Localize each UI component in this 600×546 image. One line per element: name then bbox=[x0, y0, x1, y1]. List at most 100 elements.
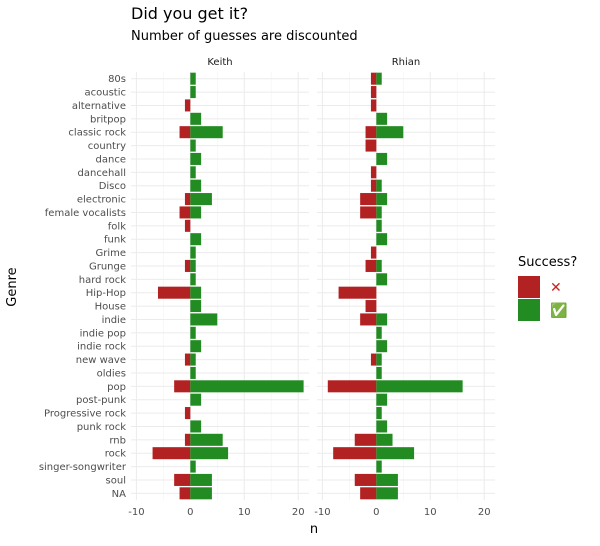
bar-fail bbox=[360, 313, 377, 326]
legend-label: ✕ bbox=[550, 280, 562, 296]
bar-success bbox=[376, 420, 388, 433]
bar-fail bbox=[184, 219, 191, 232]
bar-fail bbox=[157, 286, 191, 299]
bar-fail bbox=[152, 447, 191, 460]
bar-success bbox=[190, 487, 212, 500]
bar-success bbox=[376, 126, 404, 139]
legend-label: ✅ bbox=[550, 302, 567, 319]
bar-fail bbox=[179, 126, 191, 139]
bar-success bbox=[190, 152, 202, 165]
bar-success bbox=[376, 353, 382, 366]
bar-fail bbox=[179, 487, 191, 500]
bar-success bbox=[190, 366, 196, 379]
bar-success bbox=[376, 340, 388, 353]
bar-success bbox=[376, 259, 382, 272]
bar-fail bbox=[370, 99, 377, 112]
bar-success bbox=[190, 420, 202, 433]
bar-success bbox=[190, 433, 223, 446]
bar-success bbox=[376, 193, 388, 206]
bar-fail bbox=[360, 487, 377, 500]
bar-success bbox=[376, 313, 388, 326]
bar-success bbox=[190, 326, 196, 339]
bar-success bbox=[190, 460, 196, 473]
y-tick-label: indie pop bbox=[80, 328, 126, 339]
chart-subtitle: Number of guesses are discounted bbox=[131, 29, 358, 44]
y-tick-label: classic rock bbox=[68, 128, 126, 139]
y-tick-label: britpop bbox=[90, 114, 126, 125]
bar-success bbox=[190, 179, 202, 192]
bar-success bbox=[190, 353, 196, 366]
facet-strip-label: Keith bbox=[207, 57, 232, 68]
bar-success bbox=[376, 326, 382, 339]
bar-success bbox=[190, 340, 202, 353]
y-tick-label: Grime bbox=[95, 248, 126, 259]
y-axis-labels: 80s acoustic alternative britpop classic roc… bbox=[39, 74, 127, 500]
y-tick-label: Disco bbox=[99, 181, 126, 192]
bar-success bbox=[376, 273, 388, 286]
bar-success bbox=[376, 380, 463, 393]
bar-fail bbox=[184, 407, 191, 420]
bar-success bbox=[376, 393, 388, 406]
x-axis-title: n bbox=[310, 522, 318, 537]
x-tick-label: 20 bbox=[478, 507, 491, 518]
y-tick-label: pop bbox=[107, 382, 126, 393]
y-tick-label: alternative bbox=[72, 101, 126, 112]
bar-success bbox=[190, 313, 218, 326]
bar-success bbox=[190, 393, 202, 406]
bar-fail bbox=[370, 246, 377, 259]
bar-success bbox=[190, 447, 229, 460]
bar-fail bbox=[179, 206, 191, 219]
bar-success bbox=[376, 179, 382, 192]
bar-success bbox=[190, 72, 196, 85]
x-tick-label: 20 bbox=[292, 507, 305, 518]
bar-success bbox=[376, 206, 382, 219]
bar-success bbox=[376, 72, 382, 85]
bar-fail bbox=[370, 179, 377, 192]
bar-success bbox=[376, 487, 398, 500]
bar-fail bbox=[365, 139, 377, 152]
y-tick-label: female vocalists bbox=[45, 208, 126, 219]
bar-success bbox=[190, 300, 202, 313]
bar-success bbox=[190, 206, 202, 219]
bar-success bbox=[190, 233, 202, 246]
y-tick-label: Progressive rock bbox=[44, 409, 126, 420]
y-tick-label: oldies bbox=[97, 368, 126, 379]
bar-fail bbox=[333, 447, 377, 460]
bar-fail bbox=[184, 353, 191, 366]
bar-success bbox=[376, 460, 382, 473]
x-tick-label: 10 bbox=[424, 507, 437, 518]
y-tick-label: 80s bbox=[108, 74, 126, 85]
bar-success bbox=[376, 407, 382, 420]
y-tick-label: country bbox=[88, 141, 126, 152]
y-tick-label: dancehall bbox=[78, 168, 127, 179]
bar-fail bbox=[174, 380, 191, 393]
y-tick-label: post-punk bbox=[76, 395, 126, 406]
bar-fail bbox=[174, 473, 191, 486]
bar-success bbox=[190, 112, 202, 125]
x-tick-label: 0 bbox=[187, 507, 193, 518]
facet-panel-0: Keith -10 0 10 20 bbox=[128, 57, 309, 518]
bar-fail bbox=[184, 259, 191, 272]
bar-success bbox=[376, 152, 388, 165]
legend-key bbox=[518, 276, 540, 298]
bar-fail bbox=[370, 353, 377, 366]
bar-success bbox=[376, 233, 388, 246]
bar-fail bbox=[365, 300, 377, 313]
bar-fail bbox=[370, 72, 377, 85]
facet-panel-1: Rhian -10 0 10 20 bbox=[314, 57, 495, 518]
y-tick-label: punk rock bbox=[77, 422, 127, 433]
y-tick-label: indie rock bbox=[77, 342, 126, 353]
x-tick-label: -10 bbox=[314, 507, 330, 518]
x-tick-label: 0 bbox=[373, 507, 379, 518]
x-tick-label: -10 bbox=[128, 507, 144, 518]
bar-fail bbox=[184, 99, 191, 112]
y-tick-label: NA bbox=[112, 489, 126, 500]
y-tick-label: dance bbox=[96, 154, 126, 165]
bar-success bbox=[190, 380, 304, 393]
bar-success bbox=[376, 112, 388, 125]
bar-success bbox=[376, 447, 415, 460]
bar-success bbox=[376, 433, 393, 446]
bar-success bbox=[190, 273, 196, 286]
bar-success bbox=[190, 86, 196, 99]
